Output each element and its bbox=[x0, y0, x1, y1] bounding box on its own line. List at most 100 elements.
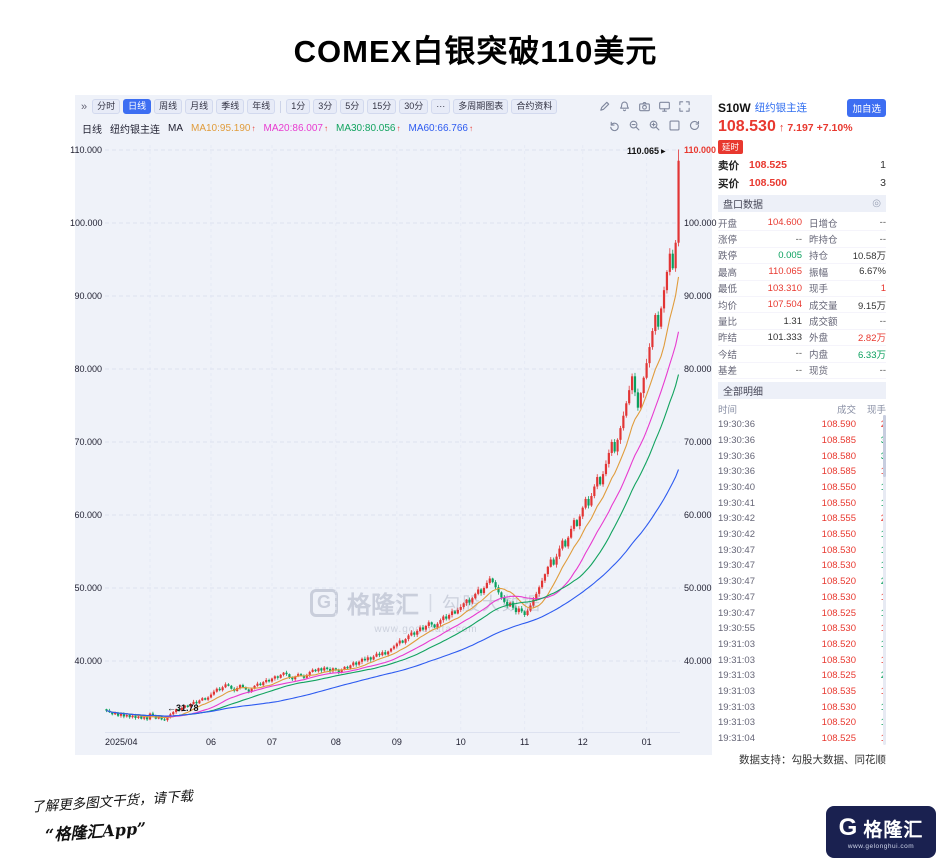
order-book-title: 盘口数据 bbox=[723, 200, 763, 211]
trade-price: 108.520 bbox=[821, 576, 856, 588]
quote-field-row: 均价 107.504 成交量 9.15万 bbox=[718, 297, 886, 314]
symbol-code: S10W bbox=[718, 100, 751, 115]
field-label: 内盘 bbox=[809, 349, 829, 361]
undo-icon[interactable] bbox=[608, 119, 621, 132]
logo-g-icon: G bbox=[838, 814, 858, 841]
bid-price: 108.500 bbox=[749, 177, 787, 189]
period-tab-5[interactable]: 年线 bbox=[247, 99, 276, 114]
trade-price: 108.520 bbox=[821, 717, 856, 729]
quote-field-row: 量比 1.31 成交额 -- bbox=[718, 313, 886, 330]
quote-panel: S10W 纽约银主连 加自选 108.530 ↑ 7.197 +7.10% 延时… bbox=[718, 97, 886, 747]
trade-price: 108.550 bbox=[821, 482, 856, 493]
screenshot-camera-icon[interactable] bbox=[638, 100, 651, 113]
scrollbar[interactable] bbox=[883, 415, 886, 745]
restore-view-icon[interactable] bbox=[668, 119, 681, 132]
col-qty: 现手 bbox=[866, 405, 886, 417]
add-watchlist-button[interactable]: 加自选 bbox=[847, 98, 886, 117]
period-tab-1[interactable]: 日线 bbox=[123, 99, 152, 114]
more-periods-button[interactable]: ··· bbox=[431, 99, 451, 114]
trade-price: 108.590 bbox=[821, 419, 856, 431]
trade-price: 108.530 bbox=[821, 623, 856, 635]
multi-chart-button[interactable]: 多周期图表 bbox=[453, 99, 509, 114]
price-chart[interactable]: G 格隆汇 | 勾股大数据 www.gogudata.com 110.065▶ … bbox=[105, 145, 680, 733]
trend-up-arrow-icon: ↑ bbox=[324, 124, 328, 133]
trade-price: 108.585 bbox=[821, 434, 856, 446]
toolbar-icon-group bbox=[598, 100, 691, 113]
detail-title[interactable]: 全部明细 bbox=[723, 386, 763, 398]
legend-ma-prefix: MA bbox=[168, 123, 183, 134]
trade-price: 108.550 bbox=[821, 497, 856, 509]
minute-tab-2[interactable]: 5分 bbox=[340, 99, 365, 114]
field-value: -- bbox=[879, 217, 886, 229]
minute-tab-3[interactable]: 15分 bbox=[367, 99, 397, 114]
collapse-chevron-icon[interactable]: » bbox=[81, 100, 88, 113]
trade-price: 108.530 bbox=[821, 654, 856, 666]
candlestick-chart-svg bbox=[105, 145, 680, 733]
trade-qty: 1 bbox=[856, 623, 886, 634]
minute-tab-1[interactable]: 3分 bbox=[313, 99, 338, 114]
field-label: 成交额 bbox=[809, 317, 838, 329]
trade-price: 108.525 bbox=[821, 670, 856, 682]
trade-qty: 1 bbox=[856, 498, 886, 509]
field-value: 6.33万 bbox=[858, 349, 886, 361]
trade-qty: 2 bbox=[856, 576, 886, 587]
multi-screen-icon[interactable] bbox=[658, 100, 671, 113]
field-label: 现手 bbox=[809, 284, 829, 296]
trade-time: 19:30:55 bbox=[718, 623, 755, 635]
trade-price: 108.580 bbox=[821, 450, 856, 462]
trade-qty: 2 bbox=[856, 419, 886, 430]
trade-price: 108.525 bbox=[821, 607, 856, 619]
symbol-name[interactable]: 纽约银主连 bbox=[754, 102, 808, 114]
field-label: 最高 bbox=[718, 267, 738, 279]
period-tabs: 分时 日线 周线 月线 季线 年线 bbox=[92, 99, 276, 114]
draw-tool-icon[interactable] bbox=[598, 100, 611, 113]
legend-ma10: MA10:95.190 ↑ bbox=[191, 123, 256, 134]
zoom-in-icon[interactable] bbox=[648, 119, 661, 132]
trade-qty: 1 bbox=[856, 702, 886, 713]
delayed-quote-badge: 延时 bbox=[718, 140, 744, 154]
period-tab-3[interactable]: 月线 bbox=[185, 99, 214, 114]
field-value: 0.005 bbox=[778, 249, 802, 261]
watermark-brand: 格隆汇 bbox=[347, 592, 419, 619]
zoom-out-icon[interactable] bbox=[628, 119, 641, 132]
field-value: -- bbox=[879, 364, 886, 376]
trade-qty: 2 bbox=[856, 670, 886, 681]
quote-field-row: 涨停 -- 昨持仓 -- bbox=[718, 231, 886, 248]
trade-time: 19:30:47 bbox=[718, 560, 755, 572]
footer-note-line1: 了解更多图文干货，请下载 bbox=[30, 788, 194, 816]
period-tab-2[interactable]: 周线 bbox=[154, 99, 183, 114]
logo-brand-text: 格隆汇 bbox=[863, 819, 924, 841]
refresh-icon[interactable] bbox=[688, 119, 701, 132]
minute-tabs: 1分 3分 5分 15分 30分 bbox=[286, 99, 429, 114]
scrollbar-thumb[interactable] bbox=[883, 415, 886, 477]
field-value: -- bbox=[795, 364, 802, 376]
bid-qty: 3 bbox=[880, 177, 886, 189]
field-label: 量比 bbox=[718, 317, 738, 329]
period-tab-4[interactable]: 季线 bbox=[216, 99, 245, 114]
fullscreen-icon[interactable] bbox=[678, 100, 691, 113]
field-value: -- bbox=[879, 315, 886, 327]
trade-price: 108.530 bbox=[821, 560, 856, 572]
field-label: 今结 bbox=[718, 349, 738, 361]
trade-row: 19:30:36 108.5902 bbox=[718, 417, 886, 433]
panel-settings-icon[interactable]: ◎ bbox=[872, 198, 881, 209]
contract-info-button[interactable]: 合约资料 bbox=[511, 99, 558, 114]
quote-field-row: 跌停 0.005 持仓 10.58万 bbox=[718, 248, 886, 265]
field-label: 现货 bbox=[809, 366, 829, 378]
minute-tab-4[interactable]: 30分 bbox=[399, 99, 429, 114]
minute-tab-0[interactable]: 1分 bbox=[286, 99, 311, 114]
trade-row: 19:31:03 108.5252 bbox=[718, 668, 886, 684]
alert-bell-icon[interactable] bbox=[618, 100, 631, 113]
trade-row: 19:30:47 108.5202 bbox=[718, 574, 886, 590]
field-value: 104.600 bbox=[767, 217, 802, 229]
legend-ma60-value: MA60:66.766 bbox=[408, 123, 469, 134]
period-tab-0[interactable]: 分时 bbox=[92, 99, 121, 114]
legend-ma30: MA30:80.056 ↑ bbox=[336, 123, 401, 134]
